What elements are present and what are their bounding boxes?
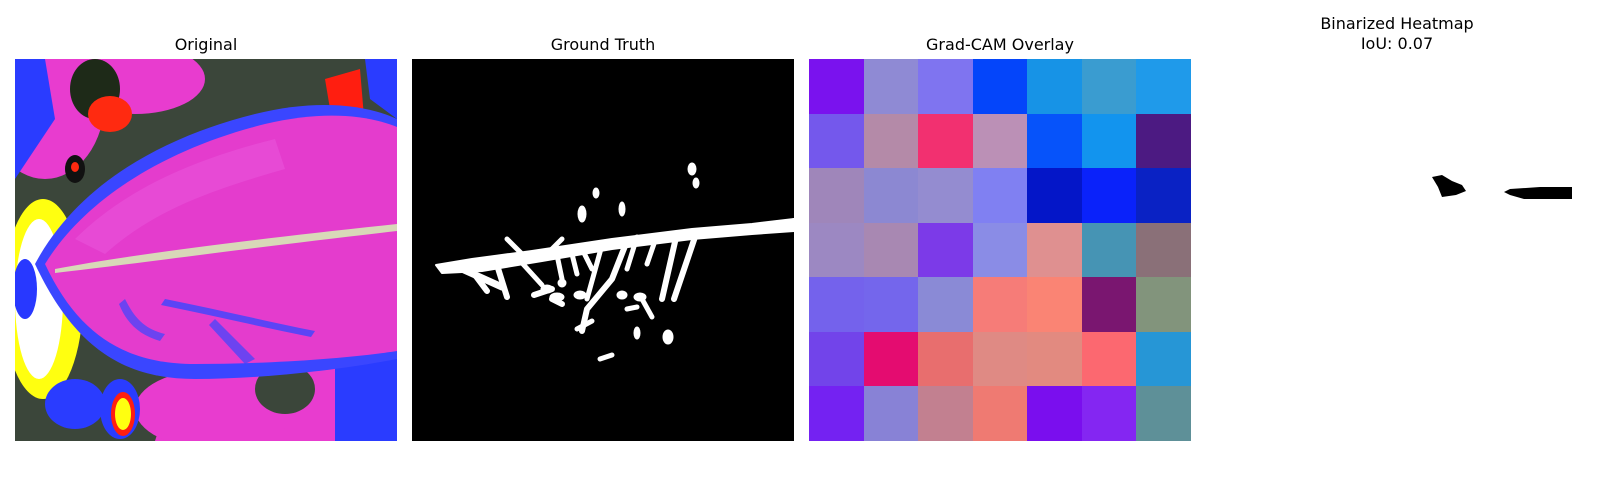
gradcam-cell	[918, 222, 973, 278]
gradcam-cell	[809, 113, 864, 169]
gradcam-cell	[809, 277, 864, 332]
original-image-art	[15, 59, 397, 441]
blob-left	[1432, 175, 1466, 197]
gradcam-cell	[1081, 222, 1137, 278]
gradcam-cell	[1081, 277, 1137, 332]
gradcam-cell	[863, 331, 919, 387]
gradcam-cell	[1136, 59, 1191, 114]
gradcam-cell	[1027, 386, 1082, 441]
gradcam-cell	[1081, 113, 1137, 169]
gradcam-cell	[1136, 113, 1191, 169]
iou-label: IoU: 0.07	[1360, 34, 1434, 53]
gradcam-cell	[972, 59, 1028, 114]
gradcam-cell	[1027, 168, 1082, 223]
gradcam-overlay	[809, 59, 1191, 441]
binarized-heatmap	[1206, 59, 1588, 441]
gradcam-cell	[1136, 331, 1191, 387]
gradcam-cell	[972, 331, 1028, 387]
gradcam-cell	[1136, 222, 1191, 278]
gradcam-cell	[1136, 386, 1191, 441]
ground-truth-title: Ground Truth	[550, 35, 656, 54]
gradcam-cell	[1027, 277, 1082, 332]
gradcam-cell	[918, 168, 973, 223]
gradcam-cell	[1081, 386, 1137, 441]
gradcam-title: Grad-CAM Overlay	[926, 35, 1074, 54]
gradcam-cell	[918, 59, 973, 114]
gradcam-cell	[1027, 59, 1082, 114]
binarized-heatmap-art	[1206, 59, 1588, 441]
gradcam-cell	[1027, 222, 1082, 278]
original-image	[15, 59, 397, 441]
gradcam-cell	[863, 168, 919, 223]
gradcam-cell	[918, 386, 973, 441]
gradcam-cell	[809, 386, 864, 441]
gradcam-cell	[863, 386, 919, 441]
binarized-title: Binarized Heatmap	[1320, 14, 1474, 33]
gradcam-cell	[809, 331, 864, 387]
gradcam-cell	[918, 277, 973, 332]
gradcam-cell	[918, 331, 973, 387]
gradcam-cell	[863, 113, 919, 169]
gradcam-cell	[1136, 168, 1191, 223]
gradcam-cell	[972, 277, 1028, 332]
gradcam-cell	[972, 222, 1028, 278]
ground-truth-mask	[412, 59, 794, 441]
gradcam-cell	[1136, 277, 1191, 332]
gradcam-cell	[918, 113, 973, 169]
original-title: Original	[174, 35, 238, 54]
gradcam-grid	[809, 59, 1191, 441]
gradcam-cell	[972, 386, 1028, 441]
gradcam-cell	[972, 168, 1028, 223]
gradcam-cell	[972, 113, 1028, 169]
gradcam-cell	[1081, 331, 1137, 387]
gradcam-cell	[1027, 113, 1082, 169]
gradcam-cell	[863, 222, 919, 278]
gradcam-cell	[1081, 59, 1137, 114]
gradcam-cell	[863, 59, 919, 114]
gradcam-cell	[809, 168, 864, 223]
gradcam-cell	[809, 222, 864, 278]
gradcam-cell	[1027, 331, 1082, 387]
ground-truth-mask-art	[412, 59, 794, 441]
gradcam-cell	[1081, 168, 1137, 223]
binarized-title-block: Binarized Heatmap IoU: 0.07	[1206, 14, 1588, 54]
gradcam-cell	[809, 59, 864, 114]
gradcam-cell	[863, 277, 919, 332]
blob-right	[1504, 187, 1572, 199]
